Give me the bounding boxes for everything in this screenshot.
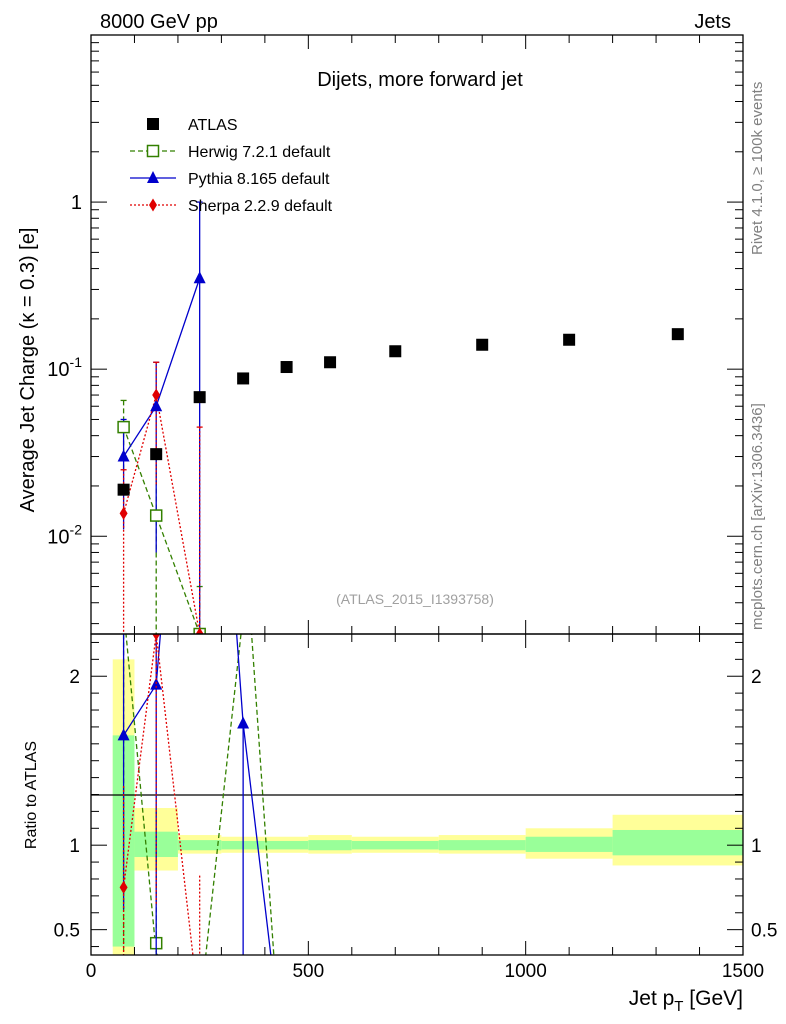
ratio-y-tick-label-right: 1 (751, 836, 762, 857)
band-inner (612, 829, 743, 856)
pythia-line (123, 278, 201, 457)
atlas-point (237, 372, 250, 385)
x-tick-label: 1000 (505, 961, 547, 982)
band-inner (525, 836, 613, 852)
herwig-ratio-line (125, 634, 275, 955)
analysis-id: (ATLAS_2015_I1393758) (336, 591, 494, 607)
pythia-point (117, 449, 130, 462)
legend-herwig-label: Herwig 7.2.1 default (188, 144, 331, 161)
bottom-series-group (117, 603, 275, 955)
band-inner (351, 840, 439, 850)
rivet-label: Rivet 4.1.0, ≥ 100k events (749, 82, 766, 255)
sherpa-ratio-line (122, 634, 194, 955)
atlas-point (324, 356, 337, 369)
x-tick-label: 1500 (722, 961, 764, 982)
legend-sherpa-label: Sherpa 2.2.9 default (188, 198, 333, 215)
x-tick-label: 0 (86, 961, 97, 982)
sherpa-point (119, 506, 128, 520)
ratio-y-tick-label-left: 0.5 (54, 921, 80, 942)
atlas-point (563, 333, 576, 346)
atlas-point (193, 391, 206, 404)
legend-herwig-marker (146, 144, 160, 158)
herwig-line (122, 426, 201, 634)
atlas-point (280, 361, 293, 374)
y-tick-label: 10-1 (47, 354, 82, 381)
herwig-point (117, 420, 130, 434)
axis-ticks (90, 34, 744, 955)
pythia-ratio-line (123, 634, 272, 955)
top-series-group (117, 201, 684, 634)
sherpa-ratio-point (152, 634, 161, 641)
legend: ATLAS Herwig 7.2.1 default Pythia 8.165 de… (130, 117, 333, 215)
legend-pythia-marker (147, 171, 159, 183)
atlas-point (150, 448, 163, 461)
ratio-y-tick-label-right: 0.5 (751, 921, 777, 942)
pythia-ratio-point (117, 728, 130, 741)
pythia-point (150, 399, 163, 412)
y-tick-label: 1 (71, 192, 82, 214)
ratio-y-tick-label-right: 2 (751, 667, 762, 688)
plot-title: Dijets, more forward jet (317, 69, 523, 91)
sherpa-line (122, 394, 201, 634)
sherpa-point (195, 627, 204, 634)
pythia-point (193, 271, 206, 284)
atlas-point (389, 345, 402, 358)
atlas-point (476, 338, 489, 351)
x-axis-title: Jet pT [GeV] (629, 987, 743, 1015)
x-tick-label: 500 (292, 961, 324, 982)
atlas-point (117, 483, 130, 496)
band-inner (177, 840, 222, 851)
legend-atlas-label: ATLAS (188, 117, 238, 134)
band-inner (264, 840, 309, 850)
bottom-y-axis-title: Ratio to ATLAS (23, 741, 40, 849)
atlas-point (671, 328, 684, 341)
header-left: 8000 GeV pp (100, 11, 218, 33)
y-tick-label: 10-2 (47, 521, 82, 548)
ratio-y-tick-label-left: 2 (69, 667, 80, 688)
herwig-ratio-point (118, 603, 129, 614)
sherpa-ratio-point (119, 880, 128, 894)
ratio-y-tick-label-left: 1 (69, 836, 80, 857)
herwig-point (149, 509, 163, 522)
mcplots-label: mcplots.cern.ch [arXiv:1306.3436] (749, 403, 766, 630)
pythia-ratio-point (237, 716, 250, 729)
top-y-axis-title: Average Jet Charge (κ = 0.3) [e] (17, 228, 39, 513)
legend-pythia-label: Pythia 8.165 default (188, 171, 330, 188)
ratio-bands (112, 659, 743, 955)
header-right: Jets (694, 11, 731, 33)
band-inner (438, 840, 526, 851)
tick-labels: 0 500 1000 1500 10-2 10-1 1 0.5 0.5 1 1 2 2 (47, 192, 777, 982)
sherpa-point (152, 388, 161, 402)
legend-sherpa-marker (149, 198, 157, 212)
band-inner (308, 840, 352, 851)
legend-atlas-marker (147, 118, 159, 130)
